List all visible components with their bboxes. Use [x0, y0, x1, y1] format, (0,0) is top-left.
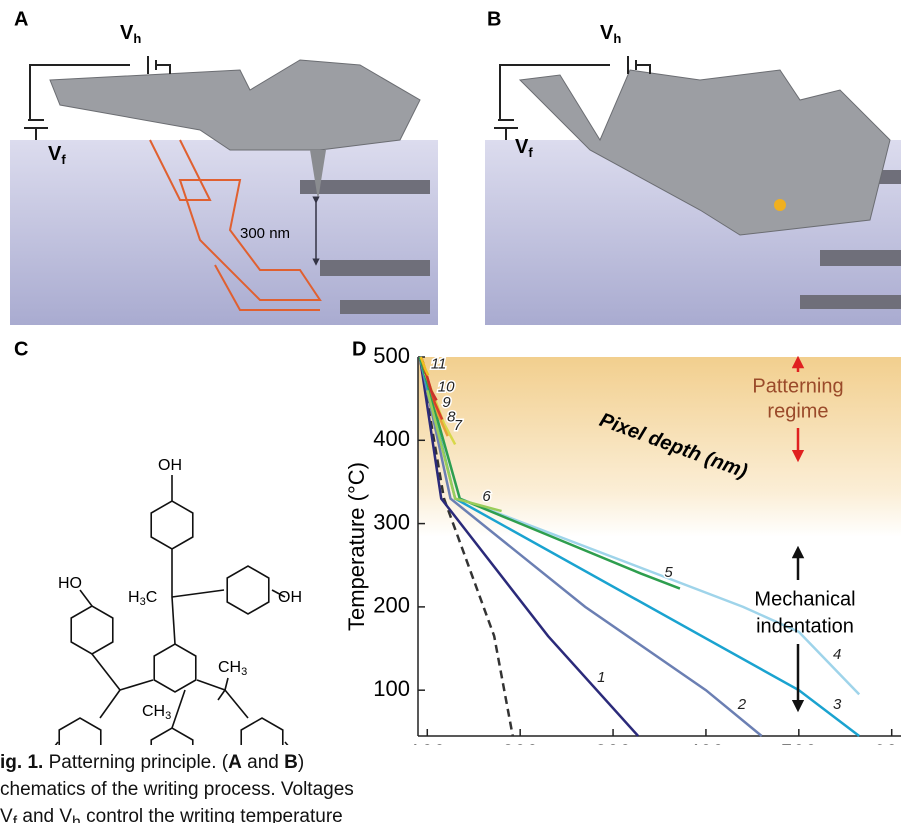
regime-label: Patterning — [752, 375, 843, 397]
x-tick-label: 200 — [502, 740, 539, 745]
series-label: 9 — [442, 394, 451, 411]
caption-line: Vf and Vh control the writing temperatur… — [0, 806, 343, 823]
panel-a: 300 nm A Vh Vf — [10, 8, 438, 325]
bond — [218, 690, 225, 700]
v: V — [48, 143, 62, 165]
regime-label: indentation — [756, 615, 854, 637]
series-label: 10 — [438, 378, 455, 395]
bond — [285, 742, 300, 745]
bond — [225, 690, 248, 718]
sub: h — [133, 31, 141, 46]
t: CH — [142, 703, 165, 720]
series-label: 5 — [664, 564, 673, 581]
caption-text: and — [242, 752, 284, 773]
y-tick-label: 400 — [373, 426, 410, 451]
regime-label: regime — [767, 400, 828, 422]
cantilever — [50, 60, 420, 150]
caption-text: ig. 1. — [0, 752, 43, 773]
x-tick-label: 300 — [595, 740, 632, 745]
atom-label: OH — [278, 589, 302, 606]
v: V — [515, 136, 529, 158]
t: CH — [218, 659, 241, 676]
bond — [172, 690, 185, 728]
atom-label: H3C — [128, 589, 157, 608]
t: 3 — [165, 710, 171, 722]
bond — [92, 654, 120, 690]
panel-b: B Vh Vf — [485, 8, 901, 325]
benzene-ring — [241, 718, 283, 745]
panel-c: C OH HO H3C OH CH3 CH3 HO OH HO — [14, 338, 302, 745]
sub: f — [61, 152, 66, 167]
series-label: 3 — [833, 696, 842, 713]
bond — [172, 590, 224, 597]
x-tick-label: 600 — [873, 740, 901, 745]
molecule — [774, 199, 786, 211]
v: V — [600, 22, 614, 44]
series-label: 1 — [597, 669, 605, 686]
y-tick-label: 100 — [373, 676, 410, 701]
series-label: 4 — [833, 646, 841, 663]
benzene-ring — [227, 566, 269, 614]
v: V — [120, 22, 134, 44]
benzene-ring — [59, 718, 101, 745]
benzene-ring — [151, 728, 193, 745]
t: C — [146, 589, 158, 606]
bond — [120, 680, 153, 690]
voltage-h: Vh — [120, 22, 141, 46]
panel-label: A — [14, 8, 28, 30]
benzene-ring — [71, 606, 113, 654]
voltage-h: Vh — [600, 22, 621, 46]
y-axis-title: Temperature (°C) — [344, 462, 369, 631]
caption-text: ) — [298, 752, 304, 773]
caption-text: chematics of the writing process. Voltag… — [0, 779, 354, 800]
atom-label: CH3 — [218, 659, 247, 678]
panel-label: B — [487, 8, 501, 30]
figure-graphics: 300 nm A Vh Vf B Vh Vf C OH HO H3C OH CH… — [0, 0, 901, 745]
figure: 300 nm A Vh Vf B Vh Vf C OH HO H3C OH CH… — [0, 0, 901, 823]
x-tick-label: 100 — [409, 740, 446, 745]
caption-text: Patterning principle. ( — [43, 752, 228, 773]
y-tick-label: 500 — [373, 343, 410, 368]
x-tick-label: 500 — [780, 740, 817, 745]
atom-label: HO — [58, 575, 82, 592]
bond — [44, 742, 58, 745]
regime-label: Mechanical — [754, 588, 855, 610]
y-tick-label: 300 — [373, 509, 410, 534]
panel-label: D — [352, 338, 366, 360]
series-label: 8 — [447, 409, 456, 426]
caption-line: ig. 1. Patterning principle. (A and B) — [0, 752, 304, 774]
sub: f — [528, 145, 533, 160]
benzene-ring — [151, 501, 193, 549]
t: 3 — [241, 666, 247, 678]
caption-text: B — [284, 752, 298, 773]
series-label: 6 — [482, 488, 491, 505]
series-label: 11 — [431, 355, 447, 372]
caption-text: h — [72, 814, 81, 823]
bond — [80, 590, 92, 606]
caption-text: A — [228, 752, 242, 773]
bond — [225, 678, 228, 690]
surface — [10, 140, 438, 325]
caption-text: and V — [17, 806, 72, 823]
atom-label: CH3 — [142, 703, 171, 722]
caption-text: control the writing temperature — [81, 806, 343, 823]
panel-d: D100200300400500100200300400500600Force … — [344, 338, 901, 745]
caption-text: V — [0, 806, 13, 823]
atom-label: OH — [158, 457, 182, 474]
panel-label: C — [14, 338, 28, 360]
distance-label: 300 nm — [240, 225, 290, 242]
bond — [100, 690, 120, 718]
bond — [172, 597, 175, 644]
bond — [197, 680, 225, 690]
t: H — [128, 589, 140, 606]
benzene-ring — [154, 644, 196, 692]
caption-line: chematics of the writing process. Voltag… — [0, 779, 354, 801]
sub: h — [613, 31, 621, 46]
voltage-f: Vf — [515, 136, 533, 160]
x-tick-label: 400 — [688, 740, 725, 745]
series-label: 2 — [737, 696, 747, 713]
y-tick-label: 200 — [373, 593, 410, 618]
